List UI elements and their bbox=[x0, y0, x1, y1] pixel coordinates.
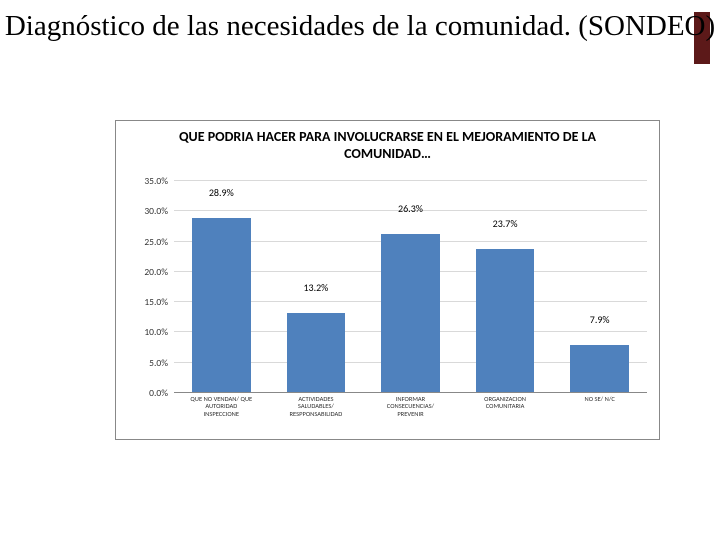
bar-slot: 28.9% bbox=[174, 181, 269, 393]
y-tick-label: 5.0% bbox=[149, 357, 168, 369]
bar bbox=[287, 313, 346, 393]
bar-slot: 23.7% bbox=[458, 181, 553, 393]
bar bbox=[192, 218, 251, 393]
bar-value-label: 13.2% bbox=[303, 281, 328, 297]
y-tick-label: 15.0% bbox=[144, 296, 168, 308]
bar-value-label: 23.7% bbox=[493, 217, 518, 233]
x-tick-label: QUE NO VENDAN/ QUEAUTORIDADINSPECCIONE bbox=[174, 393, 269, 439]
x-tick-label: INFORMARCONSECUENCIAS/PREVENIR bbox=[363, 393, 458, 439]
y-axis: 0.0%5.0%10.0%15.0%20.0%25.0%30.0%35.0% bbox=[116, 181, 174, 393]
x-tick-label: ORGANIZACIONCOMUNITARIA bbox=[458, 393, 553, 439]
y-tick-label: 25.0% bbox=[144, 236, 168, 248]
bar-slot: 7.9% bbox=[552, 181, 647, 393]
bar-value-label: 7.9% bbox=[590, 313, 610, 329]
x-tick-label: ACTIVIDADESSALUDABLES/RESPPONSABILIDAD bbox=[269, 393, 364, 439]
x-axis-labels: QUE NO VENDAN/ QUEAUTORIDADINSPECCIONEAC… bbox=[174, 393, 647, 439]
y-tick-label: 0.0% bbox=[149, 387, 168, 399]
bar bbox=[476, 249, 535, 393]
bars-container: 28.9% 13.2% 26.3% 23.7% 7.9% bbox=[174, 181, 647, 393]
page-title: Diagnóstico de las necesidades de la com… bbox=[0, 10, 720, 43]
bar-value-label: 28.9% bbox=[209, 186, 234, 202]
y-tick-label: 30.0% bbox=[144, 205, 168, 217]
bar-value-label: 26.3% bbox=[398, 202, 423, 218]
bar bbox=[381, 234, 440, 393]
x-tick-label: NO SE/ N/C bbox=[552, 393, 647, 439]
bar bbox=[570, 345, 629, 393]
slide: Diagnóstico de las necesidades de la com… bbox=[0, 0, 720, 540]
bar-slot: 26.3% bbox=[363, 181, 458, 393]
y-tick-label: 20.0% bbox=[144, 266, 168, 278]
y-tick-label: 10.0% bbox=[144, 326, 168, 338]
y-tick-label: 35.0% bbox=[144, 175, 168, 187]
bar-slot: 13.2% bbox=[269, 181, 364, 393]
bar-chart: QUE PODRIA HACER PARA INVOLUCRARSE EN EL… bbox=[115, 120, 660, 440]
plot-area: 28.9% 13.2% 26.3% 23.7% 7.9% bbox=[174, 181, 647, 393]
chart-title: QUE PODRIA HACER PARA INVOLUCRARSE EN EL… bbox=[116, 121, 659, 167]
